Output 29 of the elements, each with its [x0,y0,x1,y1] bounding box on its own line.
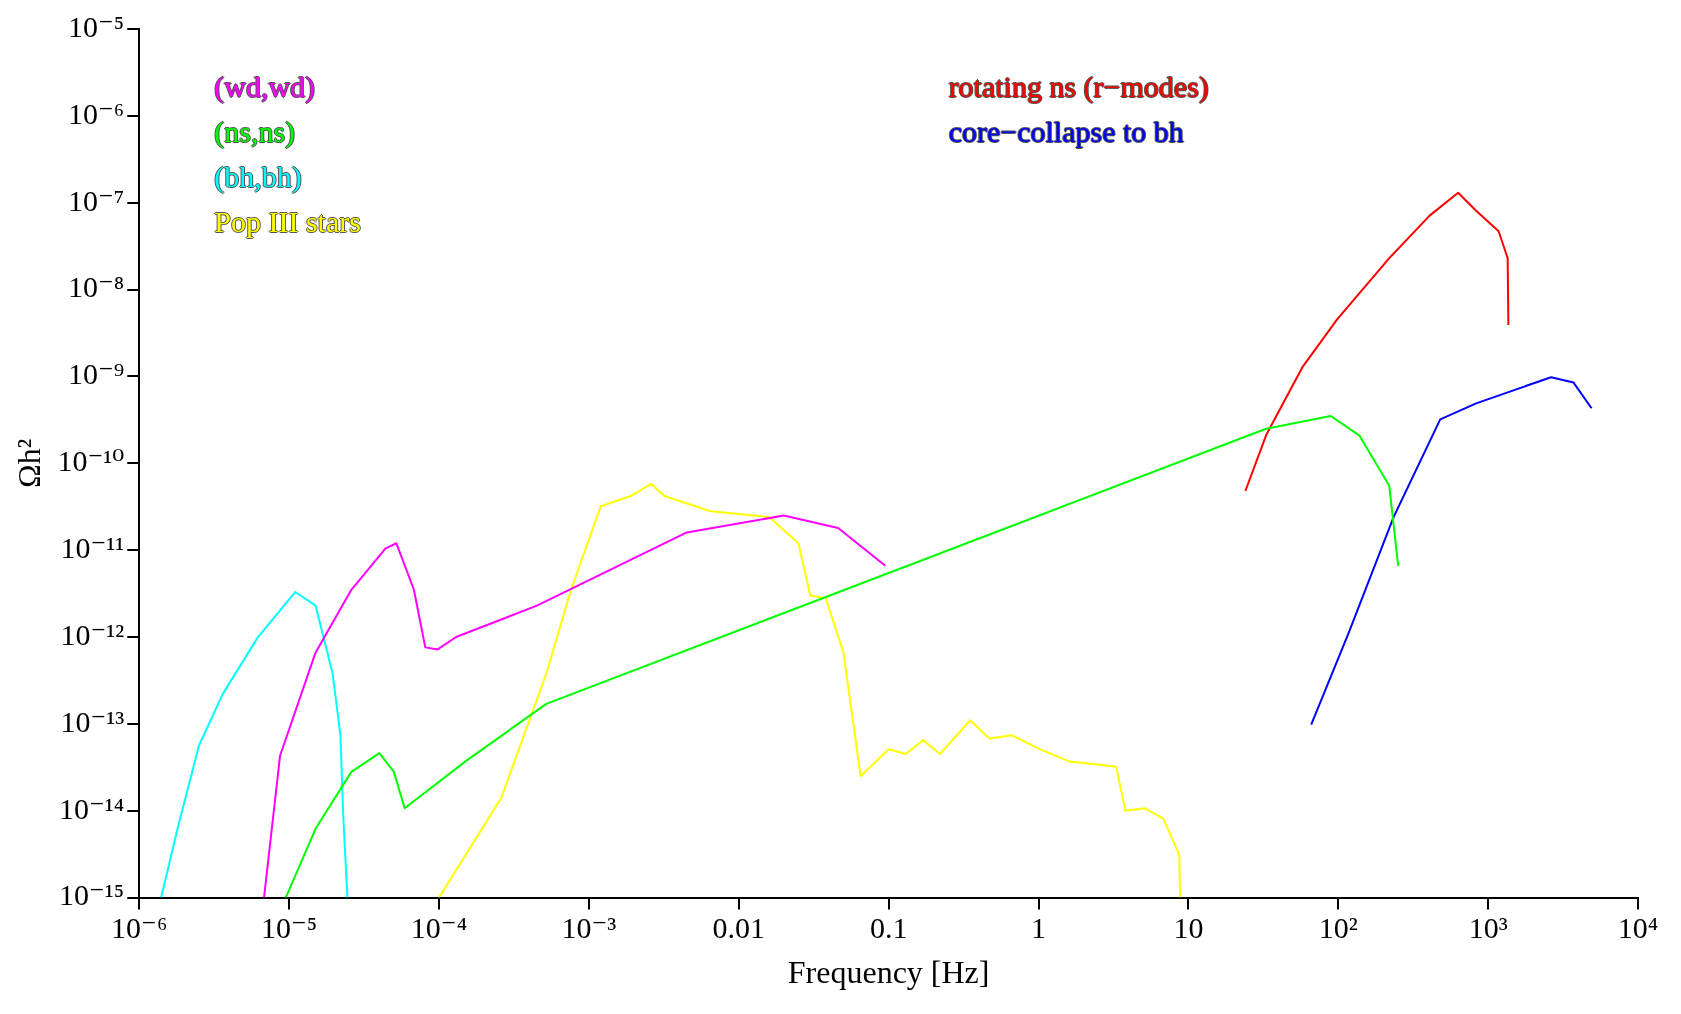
y-tick-label: 10⁻¹³ [60,704,125,738]
y-tick-label: 10⁻⁸ [67,270,125,304]
x-tick-label: 10 [1173,911,1204,945]
text: Pop III stars [214,204,361,238]
y-tick-label: 10⁻⁶ [67,96,125,130]
y-tick-label: 10⁻¹⁵ [58,878,125,912]
x-tick-label: 10⁻⁶ [111,911,168,945]
x-tick-label: 10⁻⁵ [260,911,318,945]
x-tick-label: 0.01 [712,911,765,945]
y-axis-title: Ωh² [10,438,47,488]
x-tick-label: 0.1 [869,911,908,945]
y-tick-label: 10⁻¹⁰ [57,444,125,478]
x-tick-label: 10⁴ [1617,911,1659,945]
y-tick-label: 10⁻⁷ [67,183,125,217]
x-tick-label: 10⁻³ [561,911,617,945]
y-tick-label: 10⁻¹² [60,617,125,651]
text: rotating ns (r−modes) [948,69,1209,104]
y-tick-label: 10⁻⁵ [67,9,125,43]
y-tick-label: 10⁻⁹ [67,357,125,391]
x-axis-title: Frequency [Hz] [787,954,990,991]
text: (ns,ns) [214,114,296,149]
text: (wd,wd) [214,69,316,104]
x-tick-label: 1 [1031,911,1046,945]
text: (bh,bh) [214,159,302,194]
y-tick-label: 10⁻¹⁴ [58,791,125,825]
y-tick-label: 10⁻¹¹ [60,531,125,565]
x-tick-label: 10³ [1468,911,1508,945]
x-tick-label: 10⁻⁴ [410,911,468,945]
x-tick-label: 10² [1318,911,1358,945]
